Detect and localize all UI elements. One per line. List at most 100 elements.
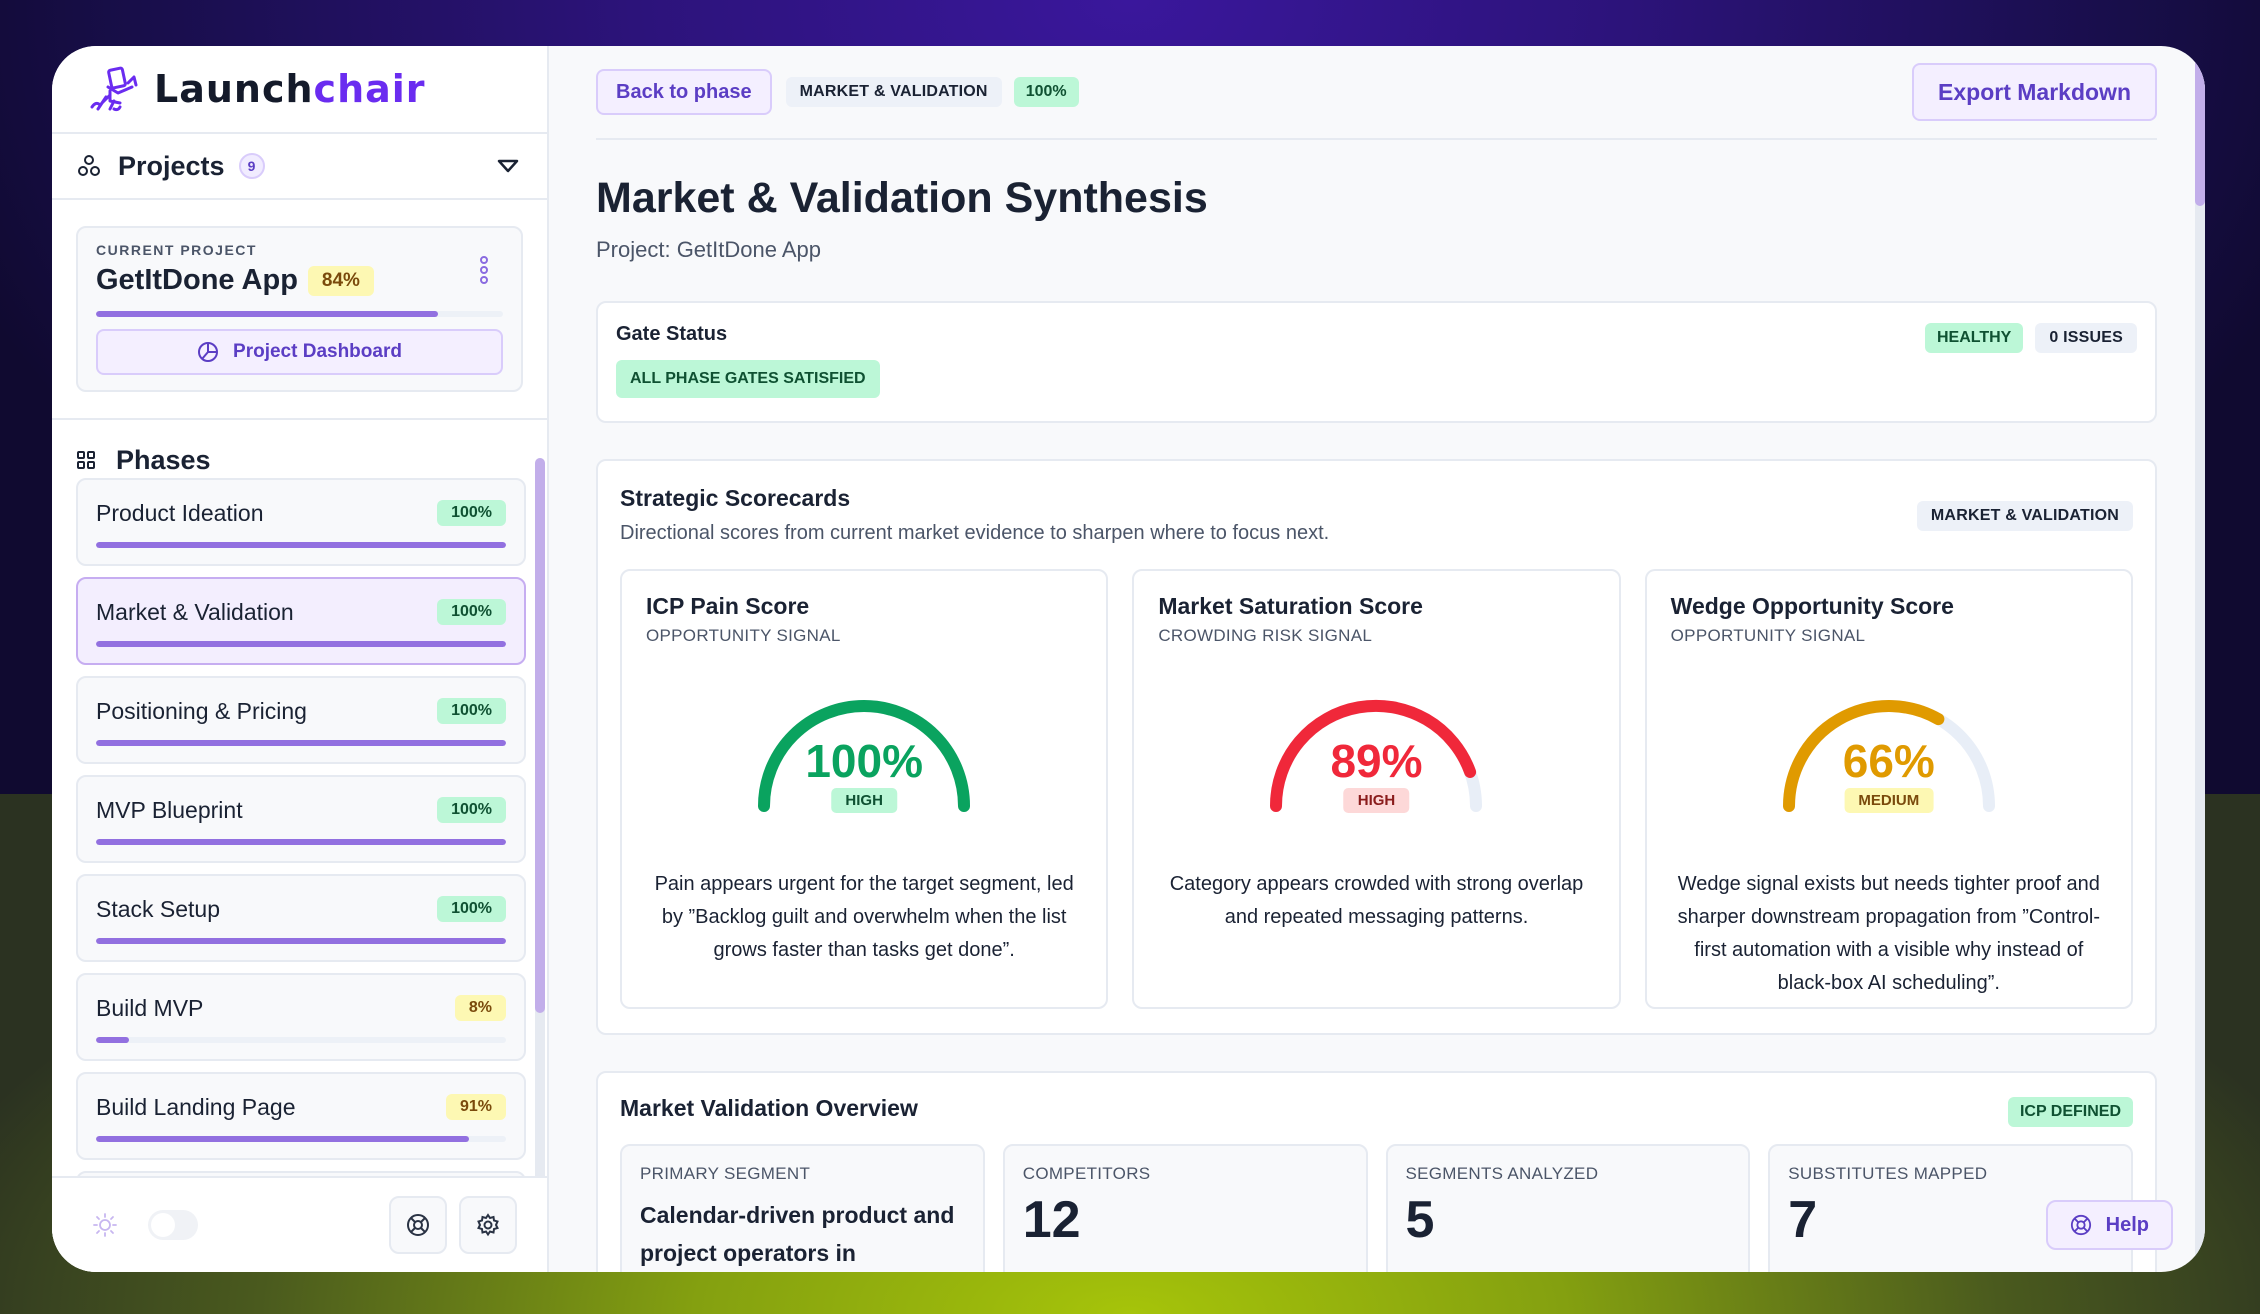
sidebar-scrollbar[interactable] [535,458,545,1218]
scorecards-phase-badge: MARKET & VALIDATION [1916,501,2133,531]
phase-progress-bar [96,1136,506,1142]
back-to-phase-button[interactable]: Back to phase [596,69,772,115]
current-project-progress-badge: 84% [307,265,374,296]
phase-progress-badge: 100% [437,698,506,724]
main-content: Back to phase MARKET & VALIDATION 100% E… [549,46,2205,1272]
phase-progress-bar [96,641,506,647]
stat-competitors: COMPETITORS 12 [1002,1144,1368,1272]
icp-defined-badge: ICP DEFINED [2007,1097,2133,1127]
score-card-signal: OPPORTUNITY SIGNAL [1670,626,1866,645]
phase-item-mvp-blueprint[interactable]: MVP Blueprint 100% [76,775,526,863]
score-card-description: Pain appears urgent for the target segme… [654,873,1074,961]
phase-name: Build MVP [96,994,204,1021]
phase-progress-bar [96,839,506,845]
chevron-down-icon[interactable] [497,159,519,173]
stat-label: COMPETITORS [1022,1164,1151,1183]
projects-count-badge: 9 [238,153,265,179]
projects-dropdown[interactable]: Projects 9 [52,134,547,200]
grid-icon [77,451,95,469]
current-project-progress-bar [96,311,503,317]
gear-icon [477,1213,499,1237]
life-buoy-icon [407,1214,429,1236]
phase-name: Market & Validation [96,598,294,625]
gate-status-badge: ALL PHASE GATES SATISFIED [616,360,880,398]
more-options-icon[interactable] [479,256,489,284]
market-validation-overview: Market Validation Overview ICP DEFINED P… [596,1071,2157,1272]
life-buoy-icon [2070,1214,2091,1236]
topbar: Back to phase MARKET & VALIDATION 100% E… [596,46,2157,140]
theme-toggle[interactable] [148,1210,198,1240]
stat-value: 7 [1788,1191,1818,1249]
phase-item-build-landing-page[interactable]: Build Landing Page 91% [76,1072,526,1160]
score-card-icp-pain: ICP Pain Score OPPORTUNITY SIGNAL 100% H… [620,569,1109,1009]
page-title: Market & Validation Synthesis [596,174,1208,222]
gauge-level-badge: MEDIUM [1844,788,1934,813]
pie-chart-icon [198,342,219,362]
phase-item-stack-setup[interactable]: Stack Setup 100% [76,874,526,962]
help-label: Help [2105,1213,2149,1236]
phase-name: Build Landing Page [96,1093,296,1120]
app-window: Launchchair Projects 9 CURRENT PROJECT G… [52,46,2205,1272]
stat-segments-analyzed: SEGMENTS ANALYZED 5 [1385,1144,1751,1272]
overview-title: Market Validation Overview [620,1095,918,1121]
phase-progress-bar [96,740,506,746]
projects-label: Projects [118,150,225,181]
gauge-wedge-opportunity: 66% MEDIUM [1779,698,1999,816]
gauge-value: 89% [1330,735,1423,787]
stat-label: PRIMARY SEGMENT [640,1164,811,1183]
stat-value: 12 [1022,1191,1081,1249]
strategic-scorecards-section: Strategic Scorecards Directional scores … [596,459,2157,1035]
scorecards-subtitle: Directional scores from current market e… [620,522,1330,544]
project-dashboard-button[interactable]: Project Dashboard [96,329,503,375]
gauge-market-saturation: 89% HIGH [1266,698,1486,816]
sidebar: Launchchair Projects 9 CURRENT PROJECT G… [52,46,549,1272]
gauge-value: 66% [1842,735,1935,787]
gauge-icp-pain: 100% HIGH [754,698,974,816]
page-subtitle: Project: GetItDone App [596,237,822,262]
phase-tag: MARKET & VALIDATION [785,77,1002,107]
gate-status-title: Gate Status [616,323,728,345]
score-card-market-saturation: Market Saturation Score CROWDING RISK SI… [1132,569,1621,1009]
phase-name: Product Ideation [96,499,264,526]
score-card-description: Category appears crowded with strong ove… [1169,873,1584,928]
sun-icon [93,1213,117,1237]
gauge-level-badge: HIGH [831,788,897,813]
stat-value: 5 [1405,1191,1435,1249]
gate-status-card: Gate Status ALL PHASE GATES SATISFIED HE… [596,301,2157,423]
phase-item-product-ideation[interactable]: Product Ideation 100% [76,478,526,566]
phase-progress-badge: 100% [437,896,506,922]
score-card-title: Market Saturation Score [1158,593,1423,619]
score-card-description: Wedge signal exists but needs tighter pr… [1677,873,2101,994]
phase-progress-badge: 100% [437,500,506,526]
phase-progress-badge: 100% [437,797,506,823]
score-card-title: Wedge Opportunity Score [1670,593,1954,619]
export-markdown-button[interactable]: Export Markdown [1912,63,2157,121]
phase-progress-badge: 100% [437,599,506,625]
phase-name: Positioning & Pricing [96,697,307,724]
issues-badge: 0 ISSUES [2035,323,2137,353]
phase-list: Product Ideation 100% Market & Validation… [76,478,526,1176]
current-project-card: CURRENT PROJECT GetItDone App 84% Projec… [76,226,523,392]
phases-header: Phases [52,420,547,482]
divider [52,418,547,420]
phase-item-positioning-pricing[interactable]: Positioning & Pricing 100% [76,676,526,764]
current-project-name: GetItDone App [96,264,298,296]
support-button[interactable] [389,1196,447,1254]
phase-item-market-validation[interactable]: Market & Validation 100% [76,577,526,665]
phase-item-build-mvp[interactable]: Build MVP 8% [76,973,526,1061]
scorecards-title: Strategic Scorecards [620,485,851,511]
main-scrollbar[interactable] [2195,46,2205,1272]
phase-progress-bar [96,1037,506,1043]
phase-progress-bar [96,542,506,548]
settings-button[interactable] [459,1196,517,1254]
project-dashboard-label: Project Dashboard [233,341,402,362]
main-scrollbar-thumb[interactable] [2195,56,2205,206]
gauge-level-badge: HIGH [1343,788,1410,813]
score-card-signal: OPPORTUNITY SIGNAL [646,626,841,645]
stat-label: SUBSTITUTES MAPPED [1788,1164,1988,1183]
sidebar-scrollbar-thumb[interactable] [535,458,545,1013]
phase-progress-badge: 8% [454,995,506,1021]
phase-name: Stack Setup [96,895,221,922]
brand-logo[interactable]: Launchchair [52,46,547,134]
help-button[interactable]: Help [2045,1200,2173,1250]
